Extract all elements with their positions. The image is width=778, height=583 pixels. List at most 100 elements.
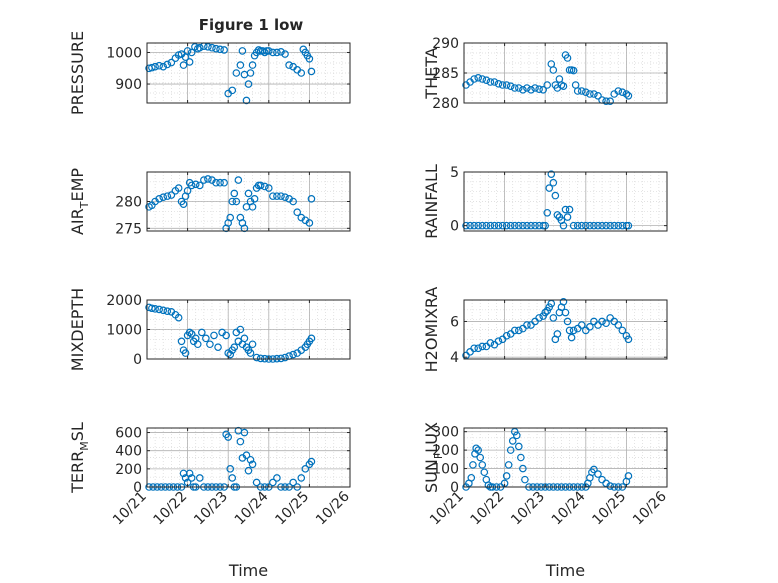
data-point (289, 478, 297, 487)
data-point (151, 305, 159, 313)
data-point (236, 437, 245, 446)
data-point (307, 457, 316, 466)
data-point (222, 331, 230, 340)
data-point (252, 353, 261, 362)
y-axis-label: SUNFLUX (422, 422, 445, 493)
data-point (515, 442, 523, 451)
data-point (240, 224, 249, 233)
data-point (490, 78, 499, 86)
data-point (244, 80, 253, 88)
data-point (498, 221, 507, 230)
data-point (551, 191, 560, 200)
series-markers (145, 175, 316, 233)
data-point (248, 460, 257, 469)
data-point (167, 58, 176, 67)
data-point (256, 354, 265, 363)
data-point (490, 221, 499, 230)
y-tick-label: 290 (432, 36, 459, 52)
data-point (618, 88, 627, 97)
data-point (523, 84, 531, 92)
y-axis-label: AIRTEMP (68, 168, 91, 235)
data-point (183, 47, 192, 55)
data-point (159, 306, 168, 315)
data-point (246, 455, 255, 464)
data-point (594, 221, 602, 230)
data-point (569, 326, 578, 335)
data-point (614, 221, 623, 230)
data-point (478, 342, 487, 351)
data-point (163, 192, 172, 200)
data-point (559, 221, 568, 230)
data-point (240, 428, 249, 437)
data-point (506, 221, 515, 230)
data-point (606, 97, 614, 106)
data-point (486, 339, 495, 347)
figure-title: Figure 1 low (199, 16, 304, 34)
data-point (527, 86, 535, 94)
data-point (202, 334, 210, 343)
data-point (260, 182, 269, 191)
data-point (506, 82, 515, 91)
data-point (204, 42, 212, 51)
data-point (470, 221, 478, 230)
axes-box (146, 42, 351, 104)
data-point (512, 431, 521, 440)
data-point (543, 81, 552, 89)
y-tick-label: 6 (450, 314, 459, 330)
data-point (179, 200, 188, 208)
data-point (494, 221, 503, 230)
data-point (561, 205, 570, 214)
data-point (527, 221, 535, 230)
y-axis-label: PRESSURE (68, 31, 87, 115)
data-point (504, 461, 513, 469)
data-point (179, 61, 188, 69)
data-point (573, 87, 582, 95)
data-point (242, 96, 251, 105)
data-point (148, 63, 156, 72)
data-point (208, 43, 216, 52)
data-point (277, 354, 285, 363)
data-point (549, 66, 558, 74)
data-point (598, 317, 606, 326)
data-point (289, 350, 297, 359)
data-point (539, 86, 547, 94)
data-point (586, 90, 594, 98)
data-point (470, 344, 478, 353)
y-tick-label: 0 (133, 480, 142, 496)
data-point (519, 464, 527, 473)
data-point (523, 321, 531, 329)
data-point (250, 195, 259, 203)
data-point (480, 468, 489, 477)
data-point (236, 61, 245, 69)
data-point (569, 221, 578, 230)
data-point (478, 461, 487, 469)
data-point (228, 474, 237, 482)
data-point (614, 87, 623, 95)
data-point (523, 221, 531, 230)
data-point (273, 192, 281, 200)
data-point (519, 221, 527, 230)
data-point (478, 75, 487, 83)
data-point (618, 326, 627, 335)
data-point (515, 326, 523, 335)
data-point (590, 465, 598, 474)
data-point (226, 350, 235, 359)
data-point (220, 46, 228, 54)
data-point (577, 87, 586, 95)
data-point (569, 66, 578, 75)
data-point (486, 221, 495, 230)
data-point (614, 321, 623, 329)
data-point (581, 88, 590, 97)
data-point (549, 178, 558, 187)
data-point (248, 340, 257, 349)
data-point (515, 221, 523, 230)
data-point (559, 82, 568, 91)
y-tick-label: 400 (115, 444, 142, 460)
data-point (248, 61, 257, 69)
data-point (216, 178, 224, 187)
data-point (510, 326, 519, 335)
data-point (590, 90, 598, 98)
data-point (502, 472, 511, 480)
y-tick-label: 300 (432, 425, 459, 441)
